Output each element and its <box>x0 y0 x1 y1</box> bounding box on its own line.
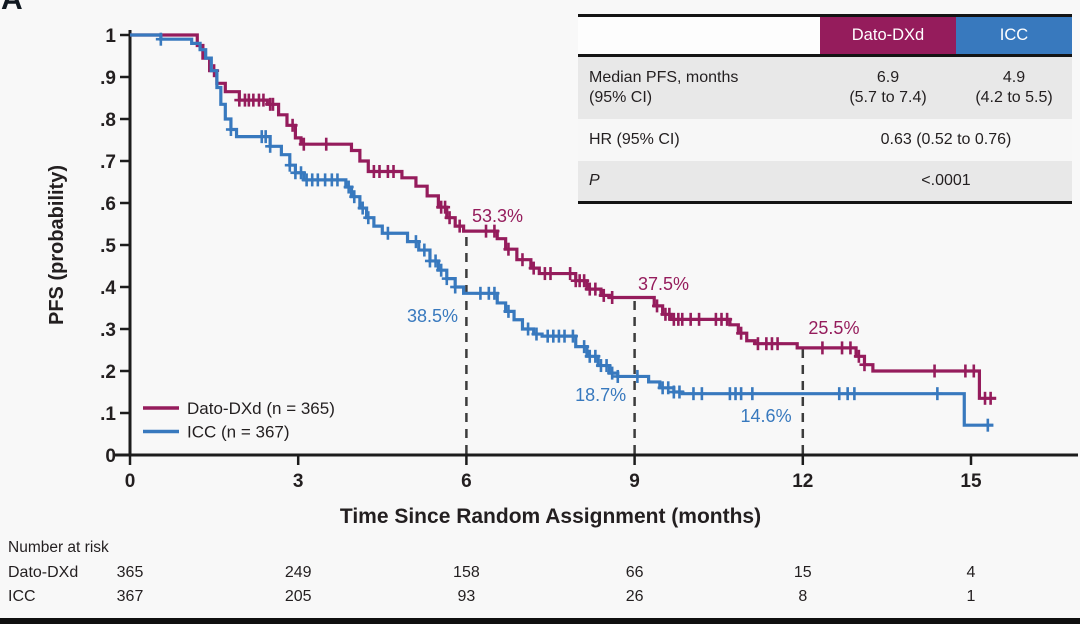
median-pfs-dato-value: 6.9 (5.7 to 7.4) <box>820 57 956 119</box>
p-value: <.0001 <box>921 172 971 189</box>
median-pfs-dato-line2: (5.7 to 7.4) <box>849 89 927 106</box>
median-pfs-label: Median PFS, months (95% CI) <box>578 57 820 119</box>
stats-header-dato: Dato-DXd <box>820 17 956 54</box>
median-pfs-dato-line1: 6.9 <box>876 69 900 86</box>
x-tick-label: 0 <box>125 471 136 492</box>
median-pfs-icc-line2: (4.2 to 5.5) <box>975 89 1053 106</box>
risk-value-icc: 1 <box>967 588 976 605</box>
legend-label-icc: ICC (n = 367) <box>187 423 290 442</box>
risk-value-icc: 26 <box>626 588 644 605</box>
legend-label-dato: Dato-DXd (n = 365) <box>187 399 335 418</box>
panel-label: A <box>1 0 23 17</box>
y-tick-label: .6 <box>100 194 116 215</box>
y-tick-label: .7 <box>100 152 116 173</box>
stats-row-hr: HR (95% CI) 0.63 (0.52 to 0.76) <box>578 119 1072 161</box>
table-top-border <box>578 14 1072 17</box>
risk-value-icc: 367 <box>117 588 144 605</box>
risk-value-dato: 158 <box>453 564 480 581</box>
risk-value-dato: 4 <box>967 564 976 581</box>
y-tick-label: .3 <box>100 320 116 341</box>
bottom-divider-bar <box>0 618 1080 624</box>
y-tick-label: .8 <box>100 110 116 131</box>
median-pfs-icc-line1: 4.9 <box>1002 69 1026 86</box>
annotation-25.5pct: 25.5% <box>808 318 859 338</box>
x-tick-label: 15 <box>960 471 982 492</box>
y-tick-label: 1 <box>105 26 116 47</box>
risk-table-title: Number at risk <box>8 539 109 556</box>
table-header-divider <box>578 54 1072 57</box>
median-pfs-label-line1: Median PFS, months <box>589 69 739 86</box>
x-tick-label: 12 <box>792 471 813 492</box>
hr-value: 0.63 (0.52 to 0.76) <box>880 131 1012 148</box>
stats-row-p: P <.0001 <box>578 161 1072 201</box>
risk-value-icc: 93 <box>458 588 476 605</box>
stats-header-empty-cell <box>578 17 820 54</box>
stats-header-icc: ICC <box>956 17 1072 54</box>
p-label: P <box>589 172 600 189</box>
y-tick-label: .5 <box>100 236 116 257</box>
risk-value-dato: 365 <box>117 564 144 581</box>
median-pfs-label-line2: (95% CI) <box>589 89 653 106</box>
stats-row-median-pfs: Median PFS, months (95% CI) 6.9 (5.7 to … <box>578 57 1072 119</box>
annotation-18.7pct: 18.7% <box>575 385 626 405</box>
risk-value-dato: 15 <box>794 564 812 581</box>
annotation-37.5pct: 37.5% <box>638 274 689 294</box>
y-axis-title: PFS (probability) <box>46 165 68 325</box>
stats-table-header-row: Dato-DXd ICC <box>578 17 1072 54</box>
stats-table: Dato-DXd ICC Median PFS, months (95% CI)… <box>578 14 1072 204</box>
y-tick-label: .2 <box>100 362 116 383</box>
annotation-53.3pct: 53.3% <box>472 206 523 226</box>
risk-value-dato: 249 <box>285 564 312 581</box>
y-tick-label: 0 <box>105 446 116 467</box>
annotation-14.6pct: 14.6% <box>741 406 792 426</box>
risk-row-label-dato: Dato-DXd <box>8 564 78 581</box>
risk-row-label-icc: ICC <box>8 588 36 605</box>
risk-value-dato: 66 <box>626 564 644 581</box>
risk-value-icc: 205 <box>285 588 312 605</box>
x-tick-label: 6 <box>461 471 472 492</box>
y-tick-label: .1 <box>100 404 116 425</box>
annotation-38.5pct: 38.5% <box>407 306 458 326</box>
y-tick-label: .9 <box>100 68 116 89</box>
table-bottom-border <box>578 201 1072 204</box>
x-axis-title: Time Since Random Assignment (months) <box>340 505 761 528</box>
risk-value-icc: 8 <box>798 588 807 605</box>
median-pfs-icc-value: 4.9 (4.2 to 5.5) <box>956 57 1072 119</box>
x-tick-label: 9 <box>629 471 640 492</box>
y-tick-label: .4 <box>100 278 116 299</box>
x-tick-label: 3 <box>293 471 304 492</box>
hr-label: HR (95% CI) <box>589 131 680 148</box>
